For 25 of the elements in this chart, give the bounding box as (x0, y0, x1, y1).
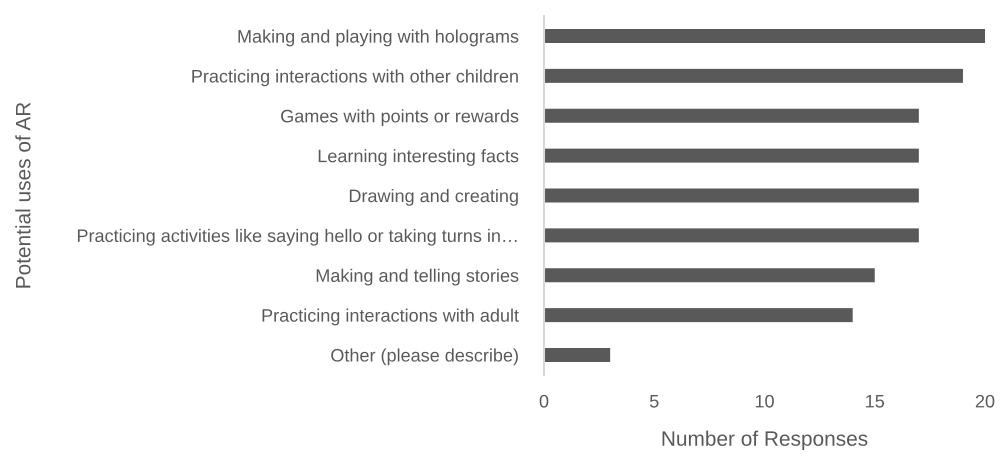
y-tick-label: Other (please describe) (331, 348, 518, 366)
bar (544, 308, 853, 322)
y-tick-label: Practicing activities like saying hello or taking turns in… (78, 228, 517, 246)
x-axis-title: Number of Responses (662, 430, 868, 450)
y-tick-label: Making and telling stories (316, 268, 518, 286)
x-tick-label: 10 (756, 394, 774, 408)
x-tick-label: 20 (976, 394, 994, 408)
x-tick-label: 5 (650, 395, 659, 408)
y-tick-label: Drawing and creating (350, 188, 518, 206)
y-tick-label: Practicing interactions with other children (192, 69, 518, 86)
y-tick-label: Games with points or rewards (281, 109, 518, 126)
y-tick-label: Practicing interactions with adult (262, 308, 519, 326)
bar (544, 188, 919, 202)
bar (544, 268, 875, 282)
bar (544, 348, 610, 362)
bar (544, 148, 919, 163)
bar (544, 228, 919, 242)
bar (544, 68, 963, 83)
x-tick-label: 0 (540, 394, 548, 408)
bar (544, 29, 985, 44)
y-tick-label: Learning interesting facts (318, 149, 518, 166)
bar (544, 108, 919, 123)
y-axis-title: Potential uses of AR (15, 102, 31, 288)
x-tick-label: 15 (866, 395, 884, 408)
y-tick-label: Making and playing with holograms (238, 29, 518, 46)
